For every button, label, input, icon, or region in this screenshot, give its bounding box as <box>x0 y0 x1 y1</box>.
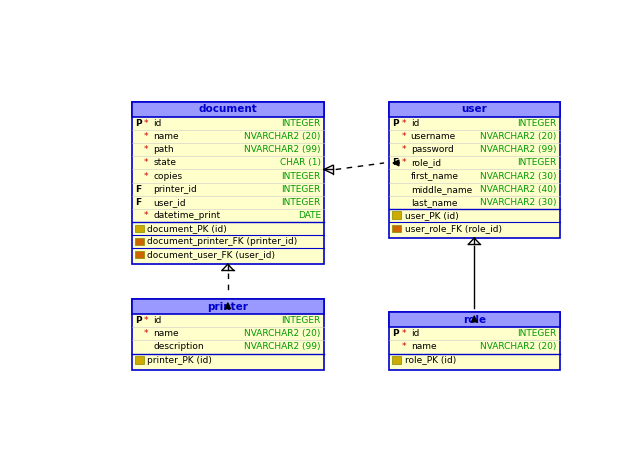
Text: *: * <box>144 132 149 141</box>
Bar <box>131 102 324 264</box>
Text: *: * <box>401 119 406 128</box>
Text: *: * <box>401 145 406 154</box>
Text: copies: copies <box>154 171 183 180</box>
Text: *: * <box>401 329 406 338</box>
Text: document_printer_FK (printer_id): document_printer_FK (printer_id) <box>147 237 298 246</box>
Text: name: name <box>411 342 436 351</box>
Text: user_role_FK (role_id): user_role_FK (role_id) <box>404 224 502 233</box>
Text: P: P <box>135 316 142 325</box>
Text: id: id <box>154 119 162 128</box>
Bar <box>389 102 559 117</box>
Text: NVARCHAR2 (30): NVARCHAR2 (30) <box>480 198 556 207</box>
Text: INTEGER: INTEGER <box>281 171 321 180</box>
Bar <box>392 225 401 232</box>
Text: *: * <box>144 145 149 154</box>
Text: P: P <box>392 119 399 128</box>
Bar <box>131 102 324 117</box>
Text: NVARCHAR2 (20): NVARCHAR2 (20) <box>480 342 556 351</box>
Text: CHAR (1): CHAR (1) <box>280 158 321 167</box>
Text: name: name <box>154 132 179 141</box>
Bar <box>135 356 144 364</box>
Text: NVARCHAR2 (99): NVARCHAR2 (99) <box>245 145 321 154</box>
Text: username: username <box>411 132 456 141</box>
Text: INTEGER: INTEGER <box>281 184 321 194</box>
Text: *: * <box>401 342 406 351</box>
Text: id: id <box>411 329 419 338</box>
Text: printer_id: printer_id <box>154 184 197 194</box>
Text: *: * <box>401 158 406 167</box>
Text: document_user_FK (user_id): document_user_FK (user_id) <box>147 250 275 259</box>
Bar <box>392 356 401 364</box>
Bar <box>389 102 559 238</box>
Bar <box>131 299 324 314</box>
Bar <box>135 251 144 258</box>
Text: state: state <box>154 158 176 167</box>
Text: role_PK (id): role_PK (id) <box>404 356 456 364</box>
Text: datetime_print: datetime_print <box>154 211 221 220</box>
Text: F: F <box>392 158 398 167</box>
Text: first_name: first_name <box>411 171 459 180</box>
Text: *: * <box>144 316 149 325</box>
Text: password: password <box>411 145 453 154</box>
Text: INTEGER: INTEGER <box>281 119 321 128</box>
Text: document_PK (id): document_PK (id) <box>147 224 227 233</box>
Text: F: F <box>135 184 141 194</box>
Text: NVARCHAR2 (99): NVARCHAR2 (99) <box>480 145 556 154</box>
Text: INTEGER: INTEGER <box>517 329 556 338</box>
Text: *: * <box>144 119 149 128</box>
Bar <box>135 225 144 232</box>
Text: P: P <box>135 119 142 128</box>
Text: INTEGER: INTEGER <box>517 119 556 128</box>
Text: DATE: DATE <box>298 211 321 220</box>
Bar <box>389 312 559 370</box>
Text: last_name: last_name <box>411 198 457 207</box>
Text: INTEGER: INTEGER <box>281 198 321 207</box>
Text: name: name <box>154 329 179 338</box>
Text: *: * <box>144 211 149 220</box>
Text: NVARCHAR2 (40): NVARCHAR2 (40) <box>480 184 556 194</box>
Bar <box>392 212 401 219</box>
Text: printer: printer <box>207 302 248 311</box>
Text: INTEGER: INTEGER <box>517 158 556 167</box>
Text: NVARCHAR2 (20): NVARCHAR2 (20) <box>245 132 321 141</box>
Text: middle_name: middle_name <box>411 184 472 194</box>
Text: NVARCHAR2 (99): NVARCHAR2 (99) <box>245 342 321 351</box>
Text: user_id: user_id <box>154 198 186 207</box>
Text: role: role <box>463 315 486 324</box>
Text: F: F <box>135 198 141 207</box>
Text: path: path <box>154 145 174 154</box>
Bar <box>135 238 144 245</box>
Bar <box>389 312 559 327</box>
Text: role_id: role_id <box>411 158 441 167</box>
Text: NVARCHAR2 (20): NVARCHAR2 (20) <box>480 132 556 141</box>
Text: user: user <box>461 104 487 114</box>
Text: *: * <box>144 171 149 180</box>
Text: description: description <box>154 342 204 351</box>
Text: *: * <box>144 329 149 338</box>
Bar <box>131 299 324 370</box>
Text: user_PK (id): user_PK (id) <box>404 211 458 220</box>
Text: *: * <box>401 132 406 141</box>
Text: *: * <box>144 158 149 167</box>
Text: id: id <box>154 316 162 325</box>
Text: NVARCHAR2 (20): NVARCHAR2 (20) <box>245 329 321 338</box>
Text: printer_PK (id): printer_PK (id) <box>147 356 212 364</box>
Text: P: P <box>392 329 399 338</box>
Text: id: id <box>411 119 419 128</box>
Text: document: document <box>198 104 257 114</box>
Text: INTEGER: INTEGER <box>281 316 321 325</box>
Text: NVARCHAR2 (30): NVARCHAR2 (30) <box>480 171 556 180</box>
